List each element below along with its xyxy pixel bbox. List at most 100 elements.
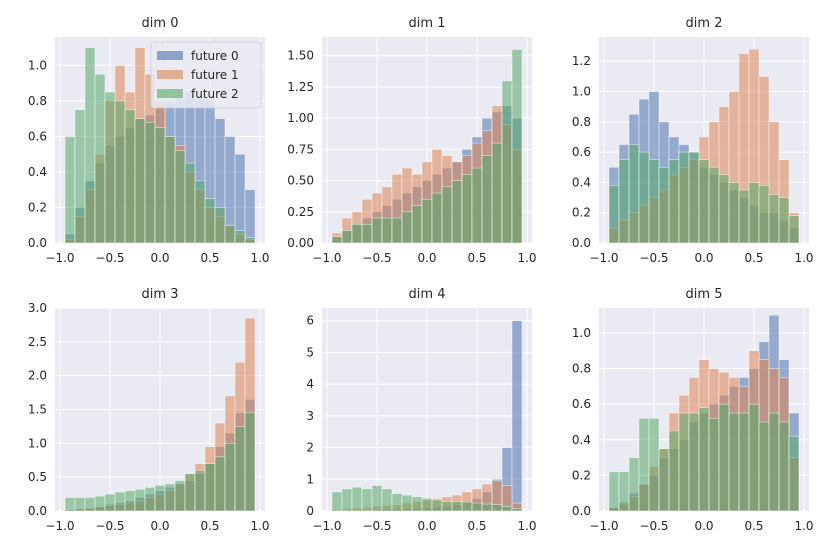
histogram-bar bbox=[361, 488, 373, 512]
panel-2: dim 2 −1.0 −0.5 0.0 0.5 1.0 0.0 0.2 0.4 0.6 0.8 1.0… bbox=[572, 16, 814, 265]
y-tick-label: 1.50 bbox=[287, 49, 314, 63]
x-tick-label: 0.5 bbox=[200, 251, 219, 265]
histogram-bar bbox=[501, 80, 513, 244]
x-tick-label: 0.0 bbox=[694, 519, 713, 533]
histogram-bar bbox=[688, 151, 700, 244]
x-tick-label: 1.0 bbox=[250, 519, 269, 533]
x-tick-label: 0.5 bbox=[467, 251, 486, 265]
histogram-bar bbox=[124, 109, 136, 244]
x-tick-label: −1.0 bbox=[589, 519, 618, 533]
histogram-bar bbox=[501, 505, 513, 512]
x-tick-label: 0.0 bbox=[694, 251, 713, 265]
histogram-bar bbox=[204, 198, 216, 244]
y-tick-label: 0.0 bbox=[28, 236, 47, 250]
histogram-bar bbox=[234, 230, 246, 244]
histogram-bar bbox=[361, 223, 373, 244]
legend-swatch bbox=[157, 70, 183, 79]
histogram-bar bbox=[401, 494, 413, 512]
histogram-bar bbox=[194, 180, 206, 244]
histogram-bar bbox=[371, 217, 383, 244]
histogram-bar bbox=[184, 162, 196, 244]
histogram-bar bbox=[104, 91, 116, 244]
y-tick-label: 0.4 bbox=[572, 433, 591, 447]
histogram-bar bbox=[668, 159, 680, 244]
histogram-bar bbox=[511, 508, 523, 512]
histogram-bar bbox=[618, 471, 630, 512]
x-tick-label: −0.5 bbox=[95, 251, 124, 265]
y-tick-label: 0.75 bbox=[287, 142, 314, 156]
x-tick-label: −0.5 bbox=[639, 519, 668, 533]
histogram-bar bbox=[748, 403, 760, 512]
histogram-bar bbox=[431, 499, 443, 512]
y-tick-label: 1.5 bbox=[28, 403, 47, 417]
x-tick-label: −1.0 bbox=[45, 251, 74, 265]
panel-title: dim 5 bbox=[686, 287, 723, 302]
histogram-bar bbox=[94, 73, 106, 244]
y-tick-label: 0.5 bbox=[28, 470, 47, 484]
x-tick-label: −1.0 bbox=[589, 251, 618, 265]
histogram-bar bbox=[381, 217, 393, 244]
x-tick-label: 0.5 bbox=[200, 519, 219, 533]
histogram-bar bbox=[441, 501, 453, 512]
histogram-bar bbox=[194, 470, 206, 512]
histogram-bar bbox=[628, 144, 640, 244]
histogram-bar bbox=[648, 159, 660, 244]
histogram-bar bbox=[144, 487, 156, 512]
histogram-bar bbox=[381, 488, 393, 512]
y-tick-label: 0.0 bbox=[572, 236, 591, 250]
histogram-bar bbox=[461, 501, 473, 512]
histogram-bar bbox=[471, 167, 483, 244]
histogram-bar bbox=[74, 497, 86, 512]
histogram-bar bbox=[778, 197, 790, 244]
x-tick-label: −0.5 bbox=[362, 251, 391, 265]
panel-title: dim 0 bbox=[142, 16, 179, 31]
x-tick-label: 1.0 bbox=[250, 251, 269, 265]
histogram-bar bbox=[748, 182, 760, 244]
y-tick-label: 0.25 bbox=[287, 205, 314, 219]
legend-label: future 2 bbox=[191, 87, 239, 101]
y-tick-label: 0 bbox=[306, 504, 314, 518]
histogram-bar bbox=[331, 491, 343, 512]
y-tick-label: 1.0 bbox=[28, 58, 47, 72]
x-tick-label: 1.0 bbox=[794, 519, 813, 533]
x-tick-label: −0.5 bbox=[362, 519, 391, 533]
histogram-bar bbox=[638, 418, 650, 512]
histogram-bar bbox=[511, 49, 523, 244]
histogram-bar bbox=[608, 185, 620, 244]
y-tick-label: 3 bbox=[306, 409, 314, 423]
histogram-bar bbox=[658, 166, 670, 244]
histogram-bar bbox=[84, 47, 96, 244]
histogram-bar bbox=[698, 159, 710, 244]
histogram-bar bbox=[74, 109, 86, 244]
histogram-bar bbox=[628, 457, 640, 512]
x-tick-label: 0.0 bbox=[150, 251, 169, 265]
histogram-bar bbox=[64, 136, 76, 244]
x-tick-label: 1.0 bbox=[517, 251, 536, 265]
y-tick-label: 1.00 bbox=[287, 111, 314, 125]
x-tick-label: −1.0 bbox=[312, 251, 341, 265]
x-tick-label: 1.0 bbox=[794, 251, 813, 265]
histogram-bar bbox=[658, 448, 670, 512]
histogram-bar bbox=[708, 418, 720, 512]
histogram-bar bbox=[244, 189, 256, 244]
histogram-bar bbox=[728, 182, 740, 244]
histogram-bar bbox=[678, 412, 690, 512]
histogram-bar bbox=[94, 495, 106, 512]
y-tick-label: 5 bbox=[306, 345, 314, 359]
y-tick-label: 1.25 bbox=[287, 80, 314, 94]
histogram-bar bbox=[698, 407, 710, 512]
histogram-bar bbox=[708, 166, 720, 244]
y-tick-label: 0.6 bbox=[28, 129, 47, 143]
x-tick-label: −0.5 bbox=[95, 519, 124, 533]
y-tick-label: 1.0 bbox=[28, 436, 47, 450]
histogram-bar bbox=[244, 237, 256, 244]
histogram-bar bbox=[164, 483, 176, 512]
histogram-bar bbox=[411, 496, 423, 512]
legend-swatch bbox=[157, 89, 183, 98]
x-tick-label: 0.0 bbox=[417, 519, 436, 533]
panel-4: dim 4 −1.0 −0.5 0.0 0.5 1.0 0 1 2 3 4 5 6 bbox=[306, 287, 536, 533]
histogram-bar bbox=[608, 471, 620, 512]
y-tick-label: 4 bbox=[306, 377, 314, 391]
histogram-bar bbox=[768, 194, 780, 244]
